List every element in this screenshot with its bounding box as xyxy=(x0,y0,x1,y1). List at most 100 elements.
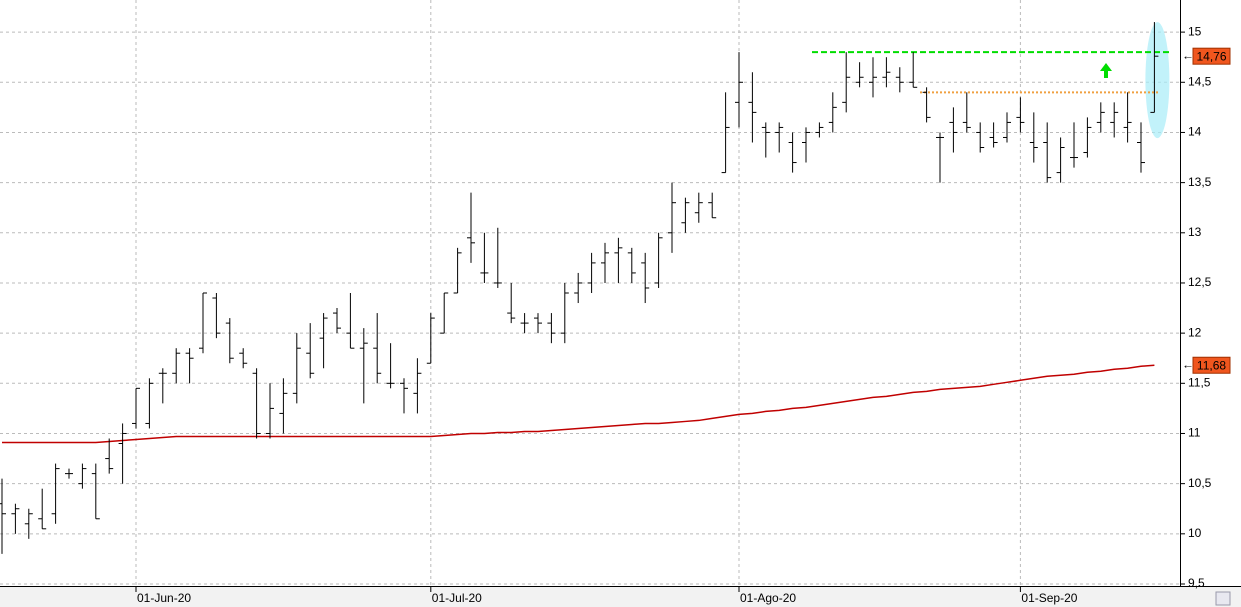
ohlc-bar xyxy=(842,52,851,113)
moving-average-line xyxy=(2,364,1155,444)
ohlc-bar xyxy=(386,343,395,389)
ohlc-bar xyxy=(775,122,784,153)
x-tick-label: 01-Sep-20 xyxy=(1021,591,1077,605)
ohlc-bar xyxy=(480,232,489,283)
ohlc-bar xyxy=(1110,102,1119,138)
y-tick-label: 10,5 xyxy=(1188,476,1212,490)
ohlc-bar xyxy=(869,57,877,98)
ohlc-bar xyxy=(145,378,154,429)
ohlc-bar xyxy=(453,247,462,294)
ohlc-bar xyxy=(24,508,33,539)
y-tick-label: 11,5 xyxy=(1188,375,1211,389)
ohlc-bar xyxy=(493,227,502,288)
last-price-pointer: ← xyxy=(1182,48,1194,62)
ohlc-bar xyxy=(949,107,958,153)
ohlc-bar xyxy=(708,192,717,219)
x-tick-label: 01-Ago-20 xyxy=(740,591,796,605)
ma-price-pointer: ← xyxy=(1182,357,1194,371)
y-tick-label: 14 xyxy=(1188,125,1202,139)
ohlc-bar xyxy=(185,348,194,384)
ohlc-bar xyxy=(239,348,248,369)
ohlc-bar xyxy=(802,127,810,163)
ohlc-bar xyxy=(574,272,583,304)
ohlc-bar xyxy=(761,122,770,158)
y-tick-label: 10 xyxy=(1188,526,1202,540)
ohlc-bar xyxy=(788,132,797,173)
ohlc-bar xyxy=(507,282,516,324)
ohlc-bar xyxy=(158,368,167,404)
x-axis-band xyxy=(0,586,1241,607)
ohlc-bar xyxy=(936,132,944,183)
y-tick-label: 13 xyxy=(1188,225,1202,239)
ohlc-bar xyxy=(587,252,596,293)
ohlc-bar xyxy=(292,333,301,404)
ohlc-bar xyxy=(359,328,368,404)
ohlc-bar xyxy=(51,463,60,524)
ohlc-bar xyxy=(1056,137,1065,183)
y-tick-label: 12 xyxy=(1188,325,1202,339)
ohlc-bar xyxy=(681,197,690,233)
ohlc-bar xyxy=(252,368,261,439)
ohlc-bar xyxy=(38,488,47,530)
ohlc-bar xyxy=(78,463,87,489)
ohlc-bar xyxy=(426,313,435,364)
ohlc-bar xyxy=(748,72,757,143)
ohlc-bar xyxy=(132,387,140,429)
ohlc-bar xyxy=(560,282,569,344)
x-tick-label: 01-Jul-20 xyxy=(432,591,482,605)
ohlc-bar xyxy=(1029,112,1038,163)
ohlc-bar xyxy=(105,438,114,474)
ohlc-bar xyxy=(855,62,864,88)
ohlc-bar xyxy=(279,378,288,434)
ohlc-bar xyxy=(547,313,556,344)
ohlc-bar xyxy=(976,122,985,153)
ohlc-bar xyxy=(65,468,73,479)
ohlc-bar xyxy=(319,313,328,369)
ohlc-bar xyxy=(1123,92,1132,143)
ma-price-box xyxy=(1192,356,1231,374)
ohlc-bar xyxy=(0,478,6,554)
ohlc-bar xyxy=(815,122,824,138)
ohlc-bar xyxy=(534,313,542,334)
ohlc-bar xyxy=(828,92,837,133)
ohlc-bar xyxy=(1043,122,1052,183)
last-price-label: 14,76 xyxy=(1196,49,1226,63)
ohlc-bar xyxy=(614,237,623,283)
ohlc-bar xyxy=(413,358,422,414)
ohlc-bar xyxy=(909,52,918,88)
y-tick-label: 15 xyxy=(1188,24,1202,38)
ohlc-bar xyxy=(333,308,341,334)
ohlc-bar xyxy=(1016,97,1025,133)
ohlc-bar xyxy=(172,348,181,384)
up-arrow xyxy=(1100,63,1112,78)
y-tick-label: 14,5 xyxy=(1188,74,1212,88)
ohlc-bar xyxy=(11,503,20,534)
ohlc-bar xyxy=(735,52,743,128)
y-tick-label: 13,5 xyxy=(1188,175,1212,189)
ohlc-bar xyxy=(882,57,891,88)
ohlc-bar xyxy=(654,232,663,288)
ohlc-bar xyxy=(212,293,221,339)
ohlc-bar xyxy=(895,67,904,93)
ohlc-bar xyxy=(668,182,676,253)
last-price-box xyxy=(1192,47,1231,65)
ohlc-bar xyxy=(1137,122,1145,173)
ohlc-bar xyxy=(91,463,100,520)
ohlc-bar xyxy=(1003,112,1011,143)
ohlc-bar xyxy=(601,242,609,283)
ohlc-bar xyxy=(694,192,703,223)
ohlc-bar xyxy=(400,378,408,414)
y-tick-label: 11 xyxy=(1188,426,1201,440)
ohlc-bar xyxy=(922,87,931,123)
y-tick-label: 12,5 xyxy=(1188,275,1212,289)
ohlc-bar xyxy=(1070,122,1078,168)
corner-icon xyxy=(1215,591,1231,606)
ohlc-bar xyxy=(1083,117,1092,158)
ohlc-bar xyxy=(627,247,636,283)
ohlc-bar xyxy=(118,423,127,484)
highlight-ellipse xyxy=(1145,22,1170,139)
ma-price-label: 11,68 xyxy=(1197,358,1226,372)
